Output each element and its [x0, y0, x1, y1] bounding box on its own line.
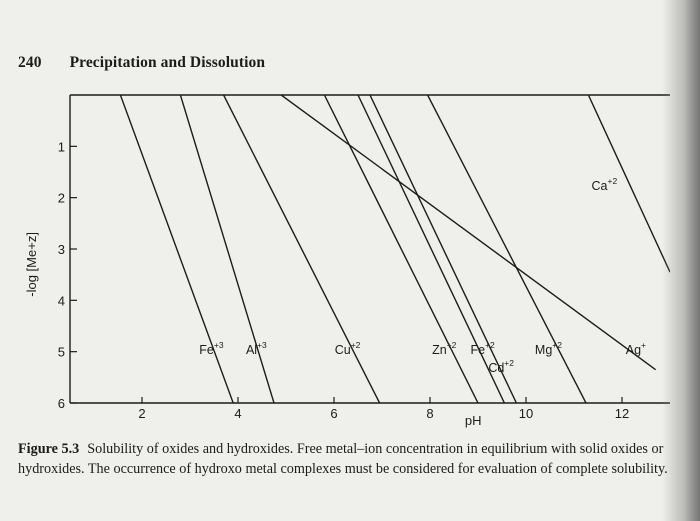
figure-caption: Figure 5.3 Solubility of oxides and hydro…: [18, 440, 690, 479]
y-tick-label-2: 2: [58, 191, 65, 206]
x-tick-label-2: 2: [138, 406, 145, 421]
y-axis-label: -log [Me+z]: [24, 232, 39, 297]
y-tick-label-1: 1: [58, 139, 65, 154]
x-axis-label: pH: [465, 413, 482, 428]
series-line-al-3: [179, 95, 275, 403]
series-line-cu-2: [222, 95, 381, 403]
y-tick-label-4: 4: [58, 293, 65, 308]
series-line-ca-2: [587, 95, 670, 273]
series-label-cd-2: Cd+2: [488, 358, 514, 375]
series-line-cd-2: [369, 95, 518, 403]
series-line-fe-2: [357, 95, 506, 403]
series-line-fe-3: [119, 95, 234, 403]
series-line-mg-2: [426, 95, 587, 403]
series-label-al-3: Al+3: [246, 340, 267, 357]
x-tick-label-6: 6: [330, 406, 337, 421]
figure-caption-text: Solubility of oxides and hydroxides. Fre…: [18, 441, 668, 477]
series-label-mg-2: Mg+2: [535, 340, 562, 357]
series-label-cu-2: Cu+2: [335, 340, 361, 357]
page-number: 240: [18, 54, 42, 71]
series-label-fe-2: Fe+2: [471, 340, 496, 357]
y-tick-label-3: 3: [58, 242, 65, 257]
figure-label: Figure 5.3: [18, 441, 80, 457]
x-tick-label-4: 4: [234, 406, 241, 421]
series-line-ag-: [280, 95, 657, 371]
series-label-ca-2: Ca+2: [592, 176, 618, 193]
series-label-fe-3: Fe+3: [199, 340, 224, 357]
series-label-zn-2: Zn+2: [432, 340, 457, 357]
x-tick-label-10: 10: [519, 406, 533, 421]
x-tick-label-12: 12: [615, 406, 629, 421]
y-tick-label-6: 6: [58, 396, 65, 411]
section-title: Precipitation and Dissolution: [69, 54, 266, 71]
x-tick-label-8: 8: [426, 406, 433, 421]
series-label-ag-: Ag+: [626, 340, 646, 357]
y-tick-label-5: 5: [58, 345, 65, 360]
page-header: 240 Precipitation and Dissolution: [18, 54, 265, 72]
